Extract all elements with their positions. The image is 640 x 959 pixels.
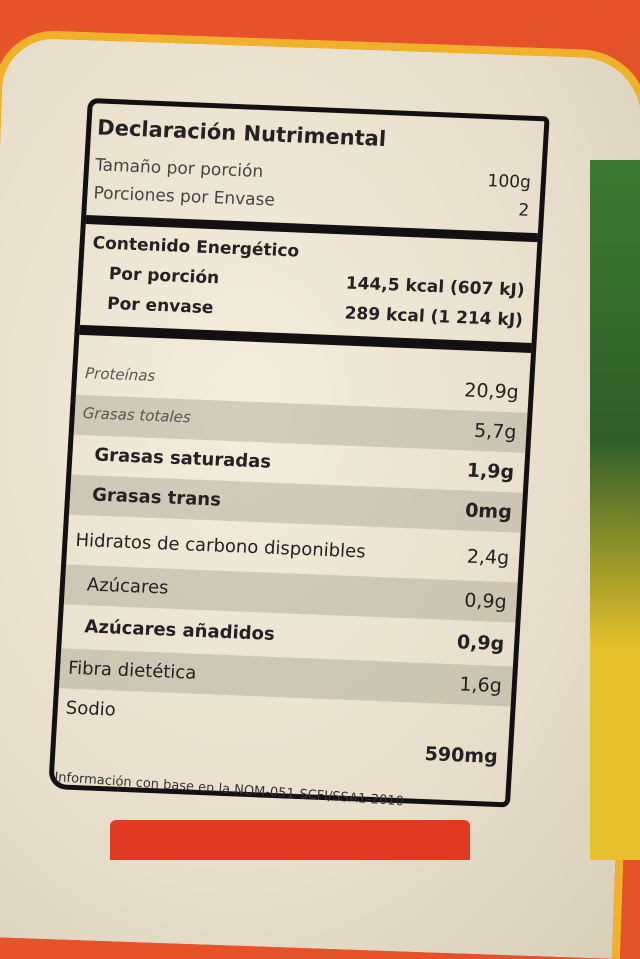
servings-label: Porciones por Envase bbox=[92, 183, 276, 211]
label-title: Declaración Nutrimental bbox=[96, 115, 387, 151]
nutrient-name: Hidratos de carbono disponibles bbox=[74, 529, 367, 563]
per-serving-label: Por porción bbox=[108, 263, 220, 289]
per-serving-value: 144,5 kcal (607 kJ) bbox=[345, 273, 526, 301]
nutrition-facts-table: Declaración Nutrimental Tamaño por porci… bbox=[48, 98, 550, 808]
nutrient-value: 1,9g bbox=[466, 459, 515, 484]
nutrient-name: Sodio bbox=[65, 697, 117, 721]
nutrient-value: 5,7g bbox=[473, 419, 518, 444]
nutrient-name: Grasas trans bbox=[91, 484, 222, 511]
nutrient-value: 1,6g bbox=[458, 673, 503, 698]
serving-size-label: Tamaño por porción bbox=[94, 155, 264, 183]
nutrient-value: 20,9g bbox=[463, 379, 520, 404]
nutrient-name: Grasas totales bbox=[82, 404, 192, 427]
nutrient-value: 0mg bbox=[464, 499, 513, 524]
nutrient-value: 0,9g bbox=[463, 589, 508, 614]
servings-value: 2 bbox=[517, 200, 530, 221]
product-photo-edge bbox=[590, 160, 640, 860]
nutrient-name: Azúcares bbox=[86, 574, 170, 599]
nutrient-name: Fibra dietética bbox=[67, 657, 197, 684]
nutrient-value: 590mg bbox=[424, 743, 499, 768]
serving-size-value: 100g bbox=[486, 171, 532, 193]
red-banner bbox=[110, 820, 470, 860]
per-package-value: 289 kcal (1 214 kJ) bbox=[344, 303, 524, 331]
nutrient-name: Azúcares añadidos bbox=[83, 616, 276, 645]
thick-divider bbox=[79, 324, 532, 353]
nutrient-name: Grasas saturadas bbox=[93, 444, 272, 473]
energy-title: Contenido Energético bbox=[92, 233, 300, 262]
per-package-label: Por envase bbox=[106, 293, 214, 319]
nutrient-name: Proteínas bbox=[84, 364, 156, 385]
nutrient-row: Sodio 590mg bbox=[54, 688, 510, 786]
nutrient-value: 2,4g bbox=[466, 545, 510, 570]
nutrient-value: 0,9g bbox=[456, 631, 505, 656]
